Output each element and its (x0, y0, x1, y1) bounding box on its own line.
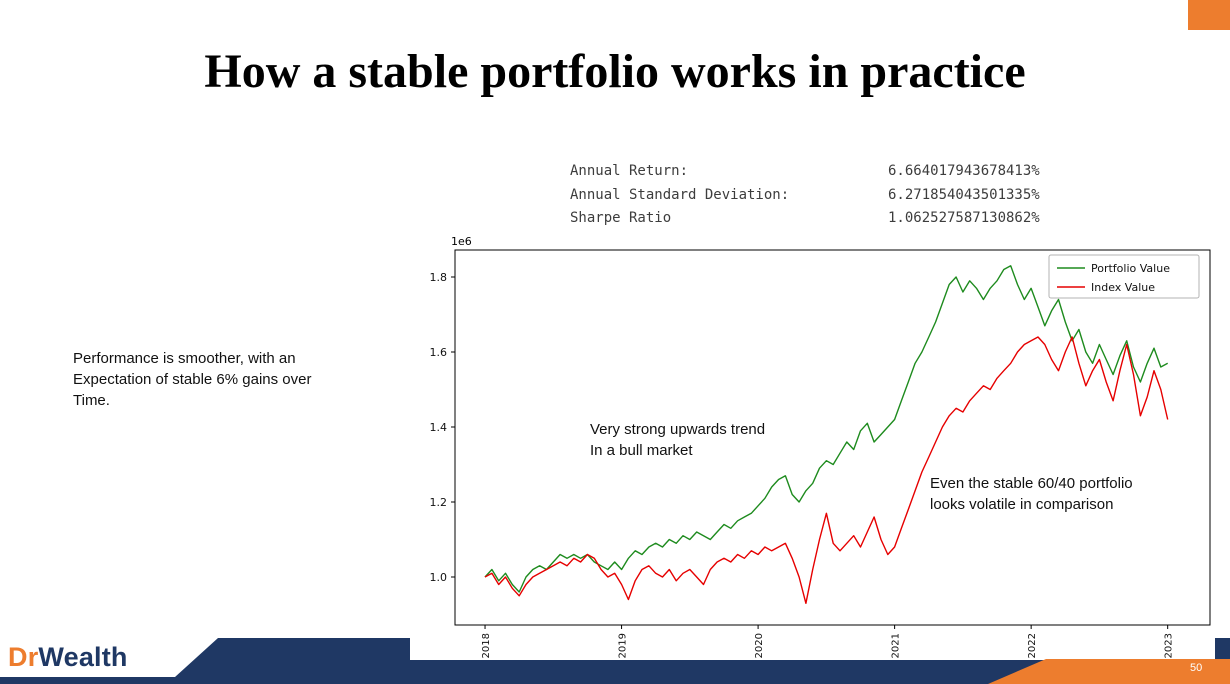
stat-label: Annual Standard Deviation: (570, 186, 790, 203)
left-note-text: Performance is smoother, with an Expecta… (73, 350, 312, 409)
svg-text:2022: 2022 (1027, 633, 1038, 658)
legend-box (1048, 254, 1200, 299)
svg-text:1.0: 1.0 (430, 571, 448, 584)
stat-label: Annual Return: (570, 163, 689, 179)
y-offset-label: 1e6 (451, 235, 472, 248)
corner-accent-shape (1188, 0, 1230, 30)
svg-text:2020: 2020 (754, 633, 765, 658)
stat-value: 1.062527587130862% (888, 210, 1040, 226)
chart-svg: 1e6 1.0 1.2 1.4 1.6 1.8 2018 2019 2020 2021 2022 20… (430, 235, 1211, 658)
logo-suffix: Wealth (38, 642, 128, 672)
stat-label: Sharpe Ratio (570, 210, 672, 226)
svg-text:Portfolio Value: Portfolio Value (1091, 262, 1170, 275)
series-index-value (484, 336, 1169, 604)
series-portfolio-value (484, 265, 1169, 593)
stat-row: Annual Standard Deviation: 6.271854043501… (570, 184, 1040, 208)
annotation-bull-market: Very strong upwards trend In a bull mark… (590, 421, 766, 459)
stat-value: 6.664017943678413% (888, 163, 1040, 179)
logo-prefix: Dr (8, 642, 39, 672)
stat-row: Sharpe Ratio 1.062527587130862% (570, 207, 1040, 231)
svg-text:2019: 2019 (618, 633, 629, 658)
svg-text:Index Value: Index Value (1091, 281, 1155, 294)
stat-row: Annual Return: 6.664017943678413% (570, 160, 1040, 184)
svg-text:2023: 2023 (1164, 633, 1175, 658)
chart-figure: 1e6 1.0 1.2 1.4 1.6 1.8 2018 2019 2020 2021 2022 20… (410, 235, 1215, 660)
svg-text:1.6: 1.6 (430, 346, 448, 359)
stats-block: Annual Return: 6.664017943678413% Annual … (570, 160, 1040, 231)
svg-text:2021: 2021 (891, 633, 902, 658)
annotation-volatile-comparison: Even the stable 60/40 portfolio looks vo… (930, 475, 1133, 513)
drwealth-logo: DrWealth (8, 642, 128, 673)
page-number: 50 (1190, 662, 1203, 674)
svg-text:2018: 2018 (481, 633, 492, 658)
slide-title: How a stable portfolio works in practice (204, 45, 1026, 98)
svg-text:1.8: 1.8 (430, 271, 448, 284)
svg-text:1.4: 1.4 (430, 421, 448, 434)
svg-text:1.2: 1.2 (430, 496, 448, 509)
stat-value: 6.271854043501335% (888, 186, 1040, 203)
